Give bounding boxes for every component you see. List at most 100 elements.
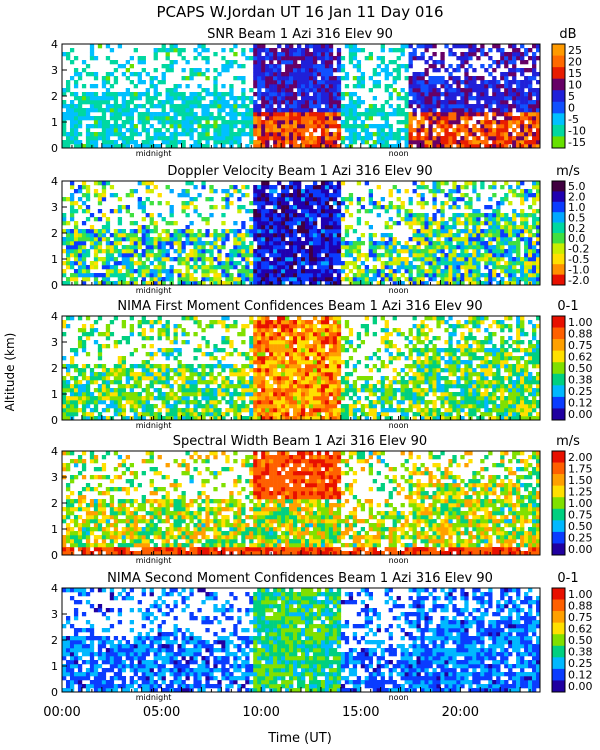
field-cell	[285, 229, 290, 234]
field-cell	[368, 56, 373, 61]
field-cell	[297, 124, 302, 129]
field-cell	[336, 257, 342, 262]
field-cell	[209, 372, 214, 377]
field-cell	[141, 376, 146, 381]
field-cell	[524, 277, 529, 282]
field-cell	[265, 237, 270, 242]
field-cell	[141, 336, 146, 341]
field-cell	[304, 48, 310, 53]
field-cell	[520, 72, 525, 77]
field-cell	[285, 136, 290, 141]
field-cell	[297, 132, 302, 137]
field-cell	[273, 72, 278, 77]
field-cell	[113, 372, 119, 377]
field-cell	[520, 197, 525, 202]
field-cell	[69, 201, 75, 206]
field-cell	[109, 265, 115, 270]
field-cell	[532, 201, 537, 206]
field-cell	[109, 273, 115, 278]
field-cell	[532, 181, 537, 186]
field-cell	[273, 76, 278, 81]
field-cell	[392, 80, 397, 85]
field-cell	[113, 265, 119, 270]
field-cell	[440, 257, 445, 262]
field-cell	[356, 209, 362, 214]
field-cell	[77, 265, 83, 270]
field-cell	[129, 396, 134, 401]
field-cell	[161, 372, 166, 377]
field-cell	[380, 68, 385, 73]
field-cell	[62, 273, 67, 278]
field-cell	[93, 328, 99, 333]
field-cell	[336, 269, 342, 274]
field-cell	[153, 185, 158, 190]
field-cell	[320, 116, 326, 121]
field-cell	[468, 116, 473, 121]
field-cell	[253, 120, 258, 125]
field-cell	[157, 120, 162, 125]
field-cell	[488, 108, 493, 113]
field-cell	[384, 245, 389, 250]
field-cell	[460, 64, 465, 69]
field-cell	[69, 348, 75, 353]
field-cell	[225, 189, 230, 194]
field-cell	[161, 80, 166, 85]
field-cell	[149, 404, 154, 409]
field-cell	[73, 221, 79, 226]
field-cell	[205, 120, 210, 125]
field-cell	[444, 124, 449, 129]
field-cell	[113, 281, 119, 286]
field-cell	[157, 144, 162, 149]
field-cell	[488, 128, 493, 133]
field-cell	[344, 249, 350, 254]
field-cell	[149, 253, 154, 258]
field-cell	[492, 261, 497, 266]
field-cell	[189, 388, 194, 393]
field-cell	[289, 136, 294, 141]
field-cell	[137, 400, 142, 405]
field-cell	[62, 400, 67, 405]
field-cell	[105, 181, 111, 186]
field-cell	[149, 269, 154, 274]
field-cell	[332, 140, 338, 145]
field-cell	[101, 225, 107, 230]
field-cell	[396, 140, 401, 145]
field-cell	[205, 384, 210, 389]
field-cell	[177, 281, 182, 286]
field-cell	[301, 128, 306, 133]
field-cell	[101, 189, 107, 194]
field-cell	[129, 96, 134, 101]
field-cell	[141, 140, 146, 145]
field-cell	[177, 269, 182, 274]
field-cell	[101, 281, 107, 286]
field-cell	[197, 412, 202, 417]
y-tick-label: 1	[51, 253, 58, 266]
field-cell	[440, 124, 445, 129]
field-cell	[516, 257, 521, 262]
field-cell	[105, 124, 111, 129]
colorbar-label: -2.0	[568, 274, 589, 287]
field-cell	[400, 64, 405, 69]
field-cell	[524, 273, 529, 278]
field-cell	[416, 277, 421, 282]
field-cell	[348, 245, 354, 250]
field-cell	[281, 241, 286, 246]
field-cell	[281, 132, 286, 137]
field-cell	[133, 269, 138, 274]
field-cell	[384, 209, 389, 214]
field-cell	[113, 80, 119, 85]
colorbar-swatch	[552, 274, 565, 286]
field-cell	[512, 277, 517, 282]
field-cell	[328, 277, 334, 282]
field-cell	[320, 189, 326, 194]
field-cell	[364, 181, 370, 186]
field-cell	[237, 64, 242, 69]
field-cell	[460, 92, 465, 97]
field-cell	[512, 269, 517, 274]
field-cell	[452, 132, 457, 137]
field-cell	[324, 56, 330, 61]
field-cell	[257, 128, 262, 133]
field-cell	[81, 116, 87, 121]
field-cell	[85, 336, 91, 341]
field-cell	[480, 245, 485, 250]
